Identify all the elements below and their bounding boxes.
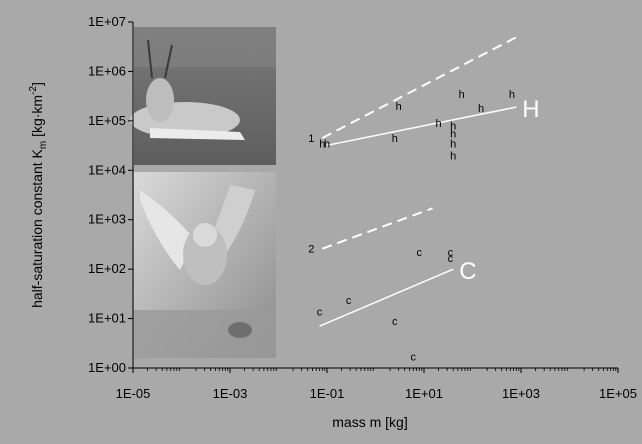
x-axis-title: mass m [kg]: [332, 414, 407, 430]
y-axis-title-unit: [kg·km: [29, 95, 45, 141]
data-point-c: c: [417, 247, 423, 259]
y-axis-title: half-saturation constant Km [kg·km-2]: [28, 82, 49, 308]
fit-lines: H C 1 2: [308, 33, 540, 327]
fit-line-label-c: C: [459, 258, 476, 285]
x-axis-ticks: 1E-05 1E-03 1E-01 1E+01 1E+03 1E+05: [116, 368, 637, 401]
fit-line-label-2: 2: [308, 244, 314, 256]
data-point-h: h: [450, 150, 456, 162]
fit-line-label-h: H: [522, 96, 539, 123]
x-tick-label: 1E-01: [310, 386, 345, 401]
data-point-c: c: [410, 352, 416, 364]
data-point-h: h: [509, 89, 515, 101]
y-tick-label: 1E+07: [88, 14, 126, 29]
x-tick-label: 1E-05: [116, 386, 151, 401]
data-point-h: h: [396, 101, 402, 113]
antelope-photo: [130, 27, 276, 165]
y-tick-label: 1E+01: [88, 311, 126, 326]
data-point-c: c: [346, 295, 352, 307]
y-tick-label: 1E+05: [88, 113, 126, 128]
x-tick-label: 1E+01: [405, 386, 443, 401]
fit-line-2: [321, 207, 433, 250]
fit-line-label-1: 1: [308, 133, 314, 145]
x-tick-label: 1E-03: [213, 386, 248, 401]
y-axis-title-main: half-saturation constant K: [29, 148, 45, 307]
fit-line-h: [326, 106, 517, 147]
data-point-c: c: [448, 253, 454, 265]
y-tick-label: 1E+04: [88, 162, 126, 177]
owl-photo: [134, 172, 276, 358]
data-point-h: h: [436, 118, 442, 130]
x-tick-label: 1E+03: [502, 386, 540, 401]
data-point-h: h: [319, 138, 325, 150]
y-axis-ticks: 1E+00 1E+01 1E+02 1E+03 1E+04 1E+05 1E+06 1E+07: [88, 14, 133, 375]
data-point-h: h: [459, 89, 465, 101]
y-tick-label: 1E+02: [88, 261, 126, 276]
data-point-c: c: [448, 247, 454, 259]
data-point-h: h: [392, 133, 398, 145]
data-point-h: h: [324, 138, 330, 150]
fit-line-1: [321, 33, 522, 139]
data-point-h: h: [450, 121, 456, 133]
data-point-h: h: [450, 129, 456, 141]
y-tick-label: 1E+03: [88, 212, 126, 227]
y-axis-title-close: ]: [29, 82, 45, 86]
data-point-h: h: [450, 138, 456, 150]
data-point-c: c: [392, 316, 398, 328]
y-axis-title-sub: m: [38, 141, 49, 149]
data-point-h: h: [478, 103, 484, 115]
y-tick-label: 1E+00: [88, 360, 126, 375]
y-axis-title-sup: -2: [28, 86, 39, 95]
fit-line-c: [319, 268, 454, 327]
y-tick-label: 1E+06: [88, 63, 126, 78]
data-point-c: c: [317, 306, 323, 318]
x-tick-label: 1E+05: [599, 386, 637, 401]
